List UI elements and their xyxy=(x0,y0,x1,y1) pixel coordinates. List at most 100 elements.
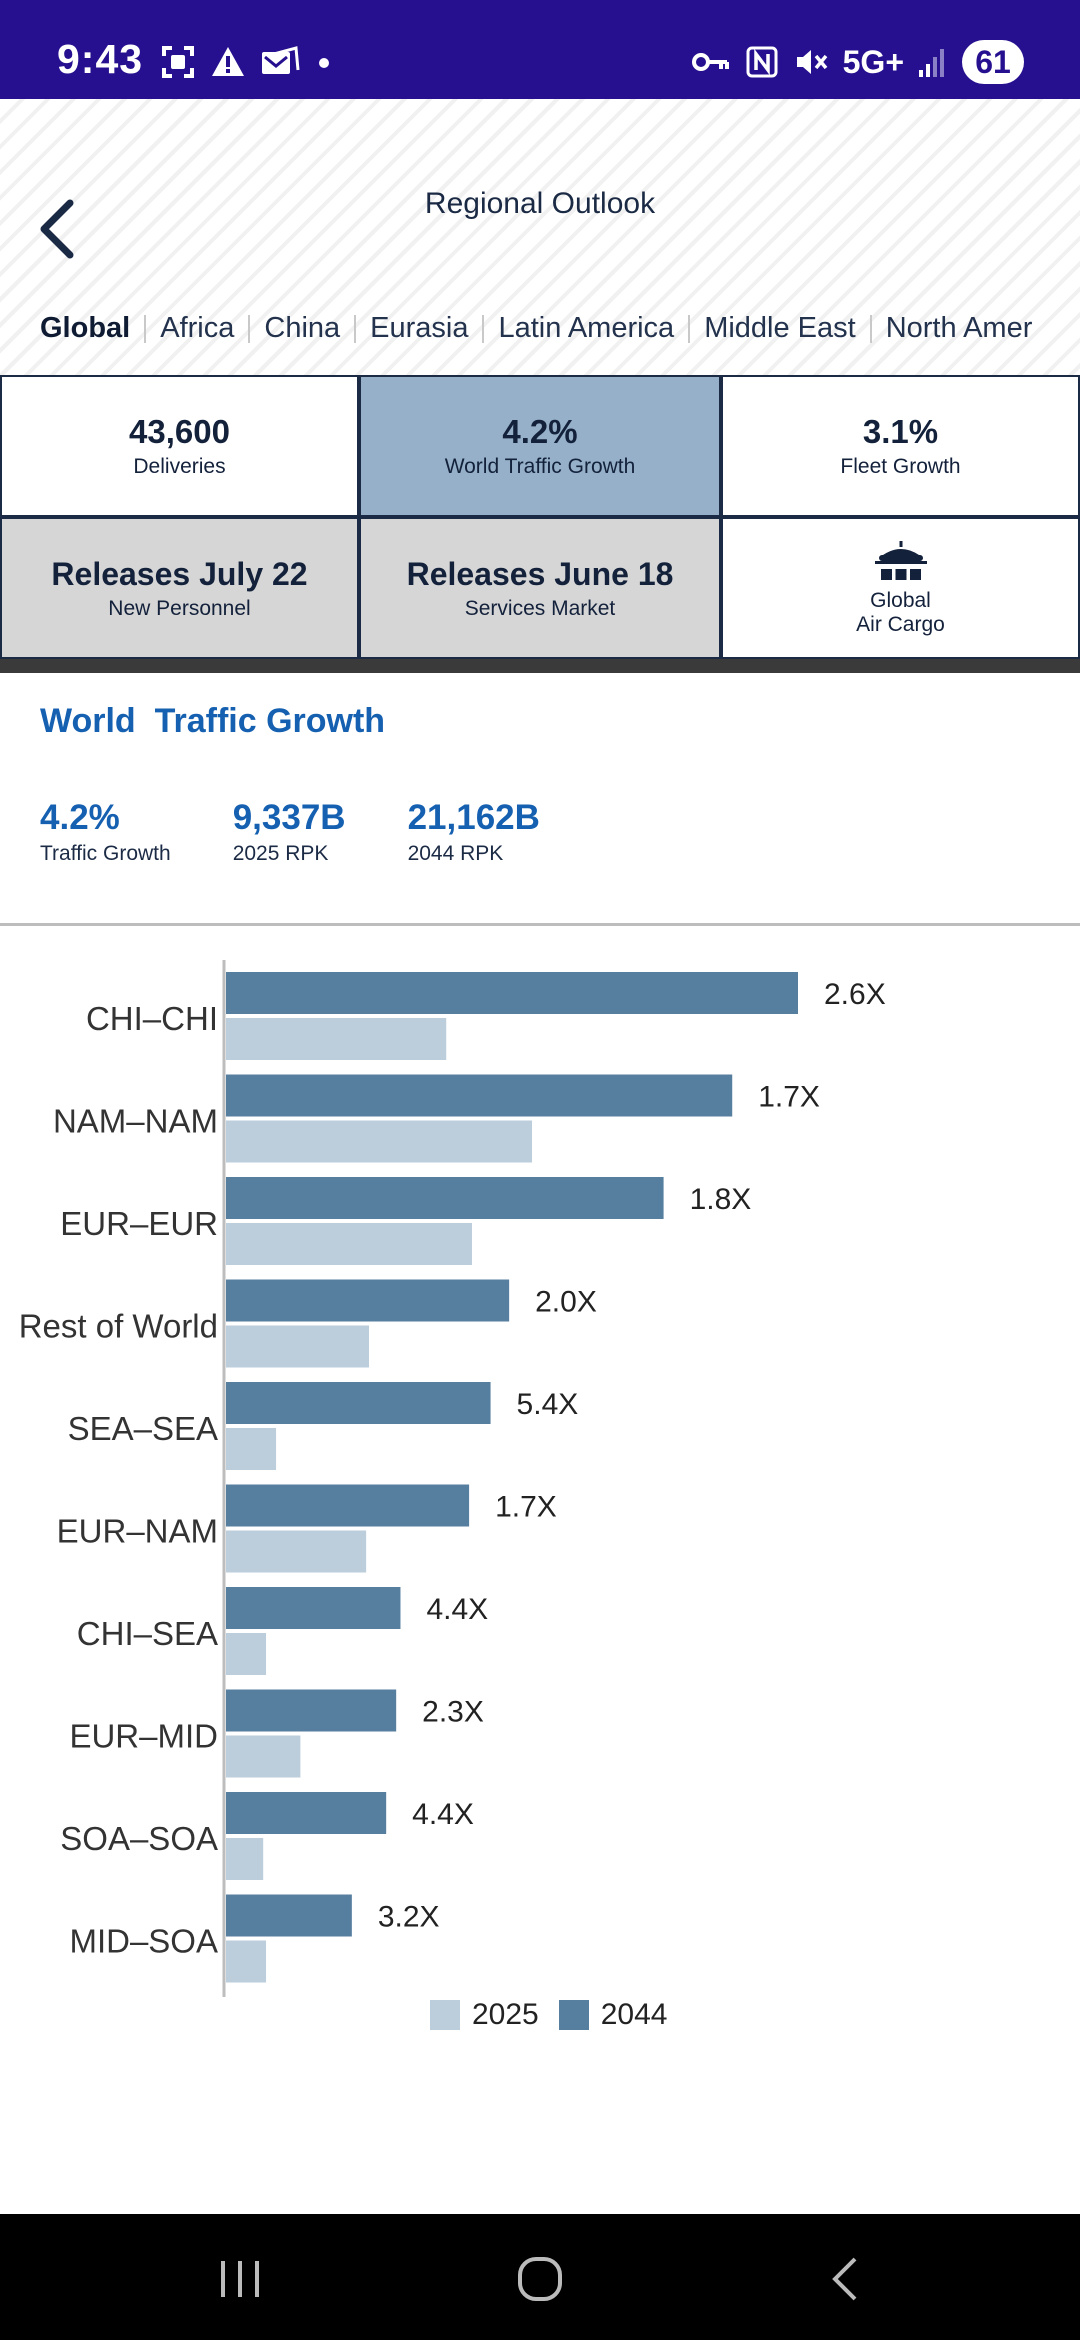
data-label: 4.4X xyxy=(412,1798,474,1831)
back-nav-button[interactable] xyxy=(800,2244,890,2314)
tab-global[interactable]: Global xyxy=(40,312,131,344)
legend-label-2025: 2025 xyxy=(472,1998,539,2031)
section-divider xyxy=(0,659,1080,673)
bar-2025 xyxy=(226,1838,264,1880)
data-label: 1.7X xyxy=(758,1081,820,1114)
summary-tiles: 43,600 Deliveries 4.2% World Traffic Gro… xyxy=(0,375,1080,659)
air-cargo-label-line2: Air Cargo xyxy=(856,613,945,636)
chevron-left-icon xyxy=(40,199,74,259)
back-button[interactable] xyxy=(30,189,90,269)
bar-2025 xyxy=(226,1120,533,1163)
system-nav-bar xyxy=(0,2214,1080,2340)
fleet-growth-label: Fleet Growth xyxy=(840,455,961,478)
tab-north-america[interactable]: North Amer xyxy=(885,312,1033,344)
category-label: SOA–SOA xyxy=(60,1820,218,1857)
data-label: 4.4X xyxy=(426,1593,488,1626)
air-cargo-tile[interactable]: Global Air Cargo xyxy=(721,517,1080,659)
stat-label: Traffic Growth xyxy=(40,842,171,865)
bar-2025 xyxy=(226,1633,267,1675)
category-label: EUR–MID xyxy=(69,1718,218,1755)
category-label: EUR–EUR xyxy=(60,1205,218,1242)
tab-divider xyxy=(354,314,357,343)
tab-divider xyxy=(869,314,872,343)
category-label: NAM–NAM xyxy=(53,1103,218,1140)
stat-label: 2044 RPK xyxy=(407,842,504,865)
category-label: CHI–CHI xyxy=(86,1000,218,1037)
bar-2044 xyxy=(226,1382,491,1424)
traffic-growth-tile[interactable]: 4.2% World Traffic Growth xyxy=(359,375,721,517)
bar-2025 xyxy=(226,1223,472,1265)
legend-swatch-2044 xyxy=(558,2000,589,2030)
data-label: 5.4X xyxy=(517,1388,579,1421)
tab-eurasia[interactable]: Eurasia xyxy=(370,312,469,344)
deliveries-label: Deliveries xyxy=(133,455,226,478)
bar-2044 xyxy=(226,1484,470,1527)
signal-icon xyxy=(919,49,944,77)
data-label: 2.0X xyxy=(535,1286,597,1319)
stat-traffic-growth: 4.2% Traffic Growth xyxy=(40,798,171,866)
category-label: MID–SOA xyxy=(69,1923,218,1960)
email-icon xyxy=(262,46,300,74)
battery-indicator: 61 xyxy=(962,40,1024,84)
traffic-stats: 4.2% Traffic Growth 9,337B 2025 RPK 21,1… xyxy=(40,798,540,866)
section-rule xyxy=(0,923,1080,926)
bar-2025 xyxy=(226,1940,267,1983)
category-label: CHI–SEA xyxy=(77,1615,218,1652)
services-market-label: Services Market xyxy=(464,596,616,620)
tab-africa[interactable]: Africa xyxy=(160,312,235,344)
bar-2044 xyxy=(226,1894,352,1937)
section-title: World Traffic Growth xyxy=(40,702,386,740)
bar-2044 xyxy=(226,1689,397,1732)
legend-swatch-2025 xyxy=(430,2000,460,2030)
recent-apps-icon xyxy=(221,2261,259,2297)
dot-icon xyxy=(319,58,329,68)
status-time: 9:43 xyxy=(57,36,144,82)
stat-2044-rpk: 21,162B 2044 RPK xyxy=(408,798,540,866)
header: Regional Outlook Global Africa China Eur… xyxy=(0,99,1080,375)
bar-2044 xyxy=(226,1074,733,1117)
region-tabs: Global Africa China Eurasia Latin Americ… xyxy=(40,312,1046,345)
bar-2025 xyxy=(226,1428,277,1470)
deliveries-tile[interactable]: 43,600 Deliveries xyxy=(0,375,359,517)
services-market-release: Releases June 18 xyxy=(406,555,674,592)
fleet-growth-value: 3.1% xyxy=(862,413,939,450)
status-bar: 9:43 5G+ 61 xyxy=(0,0,1080,99)
mute-icon xyxy=(796,50,827,74)
tab-divider xyxy=(482,314,485,343)
tab-latin-america[interactable]: Latin America xyxy=(498,312,675,344)
home-button[interactable] xyxy=(495,2244,585,2314)
bar-2025 xyxy=(226,1325,369,1368)
legend-label-2044: 2044 xyxy=(600,1998,668,2031)
category-label: Rest of World xyxy=(19,1308,218,1345)
bar-2044 xyxy=(226,1792,387,1834)
system-icons: 5G+ 61 xyxy=(691,40,1024,84)
bar-2025 xyxy=(226,1018,447,1060)
fleet-growth-tile[interactable]: 3.1% Fleet Growth xyxy=(721,375,1080,517)
stat-value: 9,337B xyxy=(232,798,346,837)
tab-middle-east[interactable]: Middle East xyxy=(704,312,856,344)
bar-2044 xyxy=(226,1587,401,1629)
data-label: 1.8X xyxy=(690,1183,752,1216)
bar-2044 xyxy=(226,972,798,1014)
page-title: Regional Outlook xyxy=(424,187,656,220)
data-label: 2.3X xyxy=(422,1696,484,1729)
stat-value: 21,162B xyxy=(407,798,540,837)
tab-china[interactable]: China xyxy=(264,312,341,344)
new-personnel-label: New Personnel xyxy=(108,596,251,620)
category-label: SEA–SEA xyxy=(68,1410,218,1447)
bar-2044 xyxy=(226,1177,664,1219)
data-label: 3.2X xyxy=(378,1901,440,1934)
data-label: 1.7X xyxy=(495,1491,557,1524)
vpn-key-icon xyxy=(691,53,729,71)
traffic-growth-value: 4.2% xyxy=(502,413,578,450)
traffic-bar-chart: 2.6X CHI–CHI 1.7X NAM–NAM 1.8X EUR–EUR 2.0X Res… xyxy=(19,960,886,1997)
recent-apps-button[interactable] xyxy=(195,2244,285,2314)
new-personnel-tile[interactable]: Releases July 22 New Personnel xyxy=(0,517,359,659)
bar-2025 xyxy=(226,1530,367,1573)
airplane-icon xyxy=(874,541,927,580)
network-label: 5G+ xyxy=(842,43,904,80)
new-personnel-release: Releases July 22 xyxy=(51,555,308,592)
bar-2044 xyxy=(226,1279,510,1322)
stat-2025-rpk: 9,337B 2025 RPK xyxy=(233,798,346,866)
services-market-tile[interactable]: Releases June 18 Services Market xyxy=(359,517,721,659)
